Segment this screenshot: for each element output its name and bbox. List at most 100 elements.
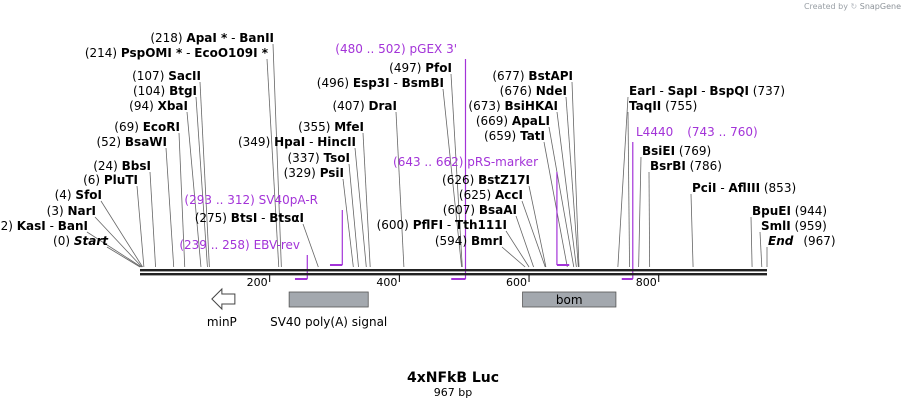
site-name: BspQI	[709, 84, 749, 98]
feature-minp[interactable]: minP	[207, 287, 237, 329]
ruler-label: 800	[636, 276, 657, 289]
site-label-btsi[interactable]: (275) BtsI - BtsαI	[195, 211, 304, 225]
site-name: DraI	[369, 99, 397, 113]
map-size: 967 bp	[434, 386, 472, 399]
site-leader-line	[165, 147, 175, 268]
site-leader-line	[178, 132, 186, 268]
site-label-mfei[interactable]: (355) MfeI	[298, 120, 364, 134]
svg-text:(643 .. 662) pRS-marker: (643 .. 662) pRS-marker	[393, 155, 538, 169]
site-label-tati[interactable]: (659) TatI	[484, 129, 545, 143]
site-label-apali[interactable]: (669) ApaLI	[476, 114, 550, 128]
site-coord: (676)	[500, 84, 536, 98]
site-label-bmri[interactable]: (594) BmrI	[435, 234, 503, 248]
site-name: BsmBI	[402, 76, 444, 90]
site-name: BtsαI	[269, 211, 304, 225]
site-name: HincII	[317, 135, 356, 149]
site-label-pfoi[interactable]: (497) PfoI	[389, 61, 452, 75]
site-name: BsrBI	[650, 159, 686, 173]
site-leader-line	[186, 111, 202, 268]
site-coord: (967)	[803, 234, 835, 248]
site-coord: (959)	[791, 219, 827, 233]
site-coord: (737)	[749, 84, 785, 98]
site-label-smli[interactable]: SmlI (959)	[761, 219, 827, 233]
site-label-pluti[interactable]: (6) PluTI	[83, 173, 138, 187]
primer-l4440[interactable]: L4440 (743 .. 760)	[621, 125, 758, 280]
site-leader-line	[100, 200, 143, 268]
site-label-hpai[interactable]: (349) HpaI - HincII	[238, 135, 356, 149]
site-label-bsrbi[interactable]: BsrBI (786)	[650, 159, 722, 173]
site-label-kasi[interactable]: (2) KasI - BanI	[0, 219, 88, 233]
site-coord: (107)	[132, 69, 168, 83]
site-label-bsihkai[interactable]: (673) BsiHKAI	[468, 99, 558, 113]
site-leader-line	[348, 163, 359, 268]
site-label-ndei[interactable]: (676) NdeI	[500, 84, 567, 98]
site-name: BstAPI	[528, 69, 573, 83]
site-leader-line	[638, 156, 642, 268]
site-label-bsiei[interactable]: BsiEI (769)	[642, 144, 711, 158]
site-label-end[interactable]: End (967)	[768, 234, 836, 248]
site-label-bbsi[interactable]: (24) BbsI	[93, 159, 151, 173]
site-label-pspomi-[interactable]: (214) PspOMI * - EcoO109I *	[85, 46, 269, 60]
site-coord: (0)	[53, 234, 74, 248]
site-label-xbai[interactable]: (94) XbaI	[129, 99, 188, 113]
site-label-bpuei[interactable]: BpuEI (944)	[752, 204, 827, 218]
primer-prs-marker[interactable]: (643 .. 662) pRS-marker	[393, 155, 570, 266]
feature-bom[interactable]: bom	[522, 291, 617, 308]
site-label-pflfi[interactable]: (600) PflFI - Tth111I	[377, 218, 507, 232]
site-label-start[interactable]: (0) Start	[53, 234, 109, 248]
site-name: BsiHKAI	[505, 99, 559, 113]
feature-sv40-poly-a-signal[interactable]: SV40 poly(A) signal	[270, 291, 387, 329]
site-name: SmlI	[761, 219, 791, 233]
site-coord: (497)	[389, 61, 425, 75]
site-name: SacII	[168, 69, 201, 83]
site-leader-line	[571, 81, 580, 268]
site-label-bsaai[interactable]: (607) BsaAI	[443, 203, 517, 217]
site-label-bsawi[interactable]: (52) BsaWI	[96, 135, 167, 149]
site-label-drai[interactable]: (407) DraI	[332, 99, 397, 113]
site-leader-line	[195, 96, 208, 268]
site-coord: (218)	[150, 31, 186, 45]
svg-text:bom: bom	[556, 293, 583, 307]
site-name: BmrI	[471, 234, 503, 248]
site-coord: (677)	[492, 69, 528, 83]
site-label-pcii[interactable]: PciI - AflIII (853)	[692, 181, 796, 195]
site-label-sfoi[interactable]: (4) SfoI	[55, 188, 102, 202]
site-name: KasI	[17, 219, 46, 233]
site-name: PflFI	[413, 218, 443, 232]
site-label-bstapi[interactable]: (677) BstAPI	[492, 69, 573, 83]
site-label-psii[interactable]: (329) PsiI	[284, 166, 344, 180]
site-label-tsoi[interactable]: (337) TsoI	[287, 151, 350, 165]
credit-brand: SnapGene	[859, 2, 901, 11]
site-label-bstz17i[interactable]: (626) BstZ17I	[442, 173, 530, 187]
site-leader-line	[556, 111, 577, 268]
site-name: BsaWI	[125, 135, 167, 149]
site-label-sacii[interactable]: (107) SacII	[132, 69, 201, 83]
svg-text:(480 .. 502) pGEX 3': (480 .. 502) pGEX 3'	[335, 42, 457, 56]
primer-pgex-3-[interactable]: (480 .. 502) pGEX 3'	[335, 42, 467, 280]
site-label-acci[interactable]: (625) AccI	[459, 188, 523, 202]
primer-sv40pa-r[interactable]: (293 .. 312) SV40pA-R	[184, 193, 343, 266]
site-name: SapI	[668, 84, 698, 98]
site-label-eari[interactable]: EarI - SapI - BspQI (737)	[629, 84, 785, 98]
map-title: 4xNFkB Luc	[407, 370, 499, 386]
site-coord: (104)	[133, 84, 169, 98]
site-label-nari[interactable]: (3) NarI	[47, 204, 96, 218]
site-label-apai-[interactable]: (218) ApaI * - BanII	[150, 31, 274, 45]
snapgene-logo-icon: ↻	[850, 2, 858, 11]
site-coord: (329)	[284, 166, 320, 180]
site-leader-line	[515, 215, 534, 268]
backbone-bottom-strand	[140, 273, 767, 276]
primer-ebv-rev[interactable]: (239 .. 258) EBV-rev	[179, 238, 308, 280]
site-leader-line	[648, 171, 651, 268]
site-coord: (3)	[47, 204, 68, 218]
site-leader-line	[94, 216, 143, 268]
site-name: AccI	[495, 188, 523, 202]
site-name: ApaLI	[512, 114, 550, 128]
site-label-btgi[interactable]: (104) BtgI	[133, 84, 197, 98]
site-label-ecori[interactable]: (69) EcoRI	[114, 120, 180, 134]
site-label-taqii[interactable]: TaqII (755)	[629, 99, 697, 113]
site-leader-line	[450, 73, 463, 268]
site-name: BbsI	[122, 159, 151, 173]
site-coord: (594)	[435, 234, 471, 248]
site-label-esp3i[interactable]: (496) Esp3I - BsmBI	[317, 76, 444, 90]
